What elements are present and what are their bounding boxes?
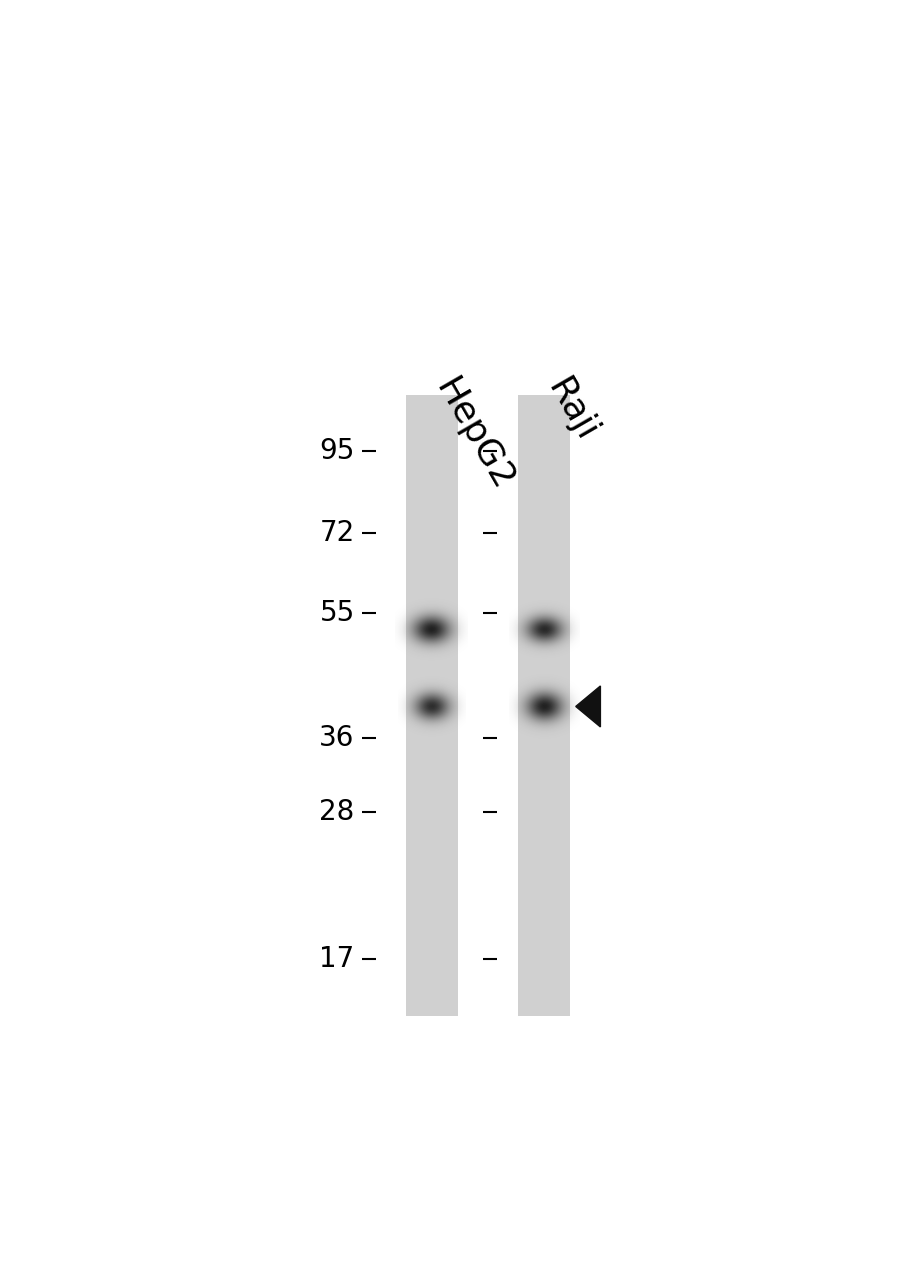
Bar xyxy=(517,396,570,1016)
Text: 28: 28 xyxy=(319,797,354,826)
Text: 36: 36 xyxy=(319,723,354,751)
Polygon shape xyxy=(575,686,600,727)
Text: 95: 95 xyxy=(319,438,354,466)
Text: HepG2: HepG2 xyxy=(428,374,518,497)
Text: 55: 55 xyxy=(319,599,354,626)
Bar xyxy=(405,396,458,1016)
Text: 17: 17 xyxy=(319,945,354,973)
Text: Raji: Raji xyxy=(540,374,602,448)
Text: 72: 72 xyxy=(319,520,354,547)
